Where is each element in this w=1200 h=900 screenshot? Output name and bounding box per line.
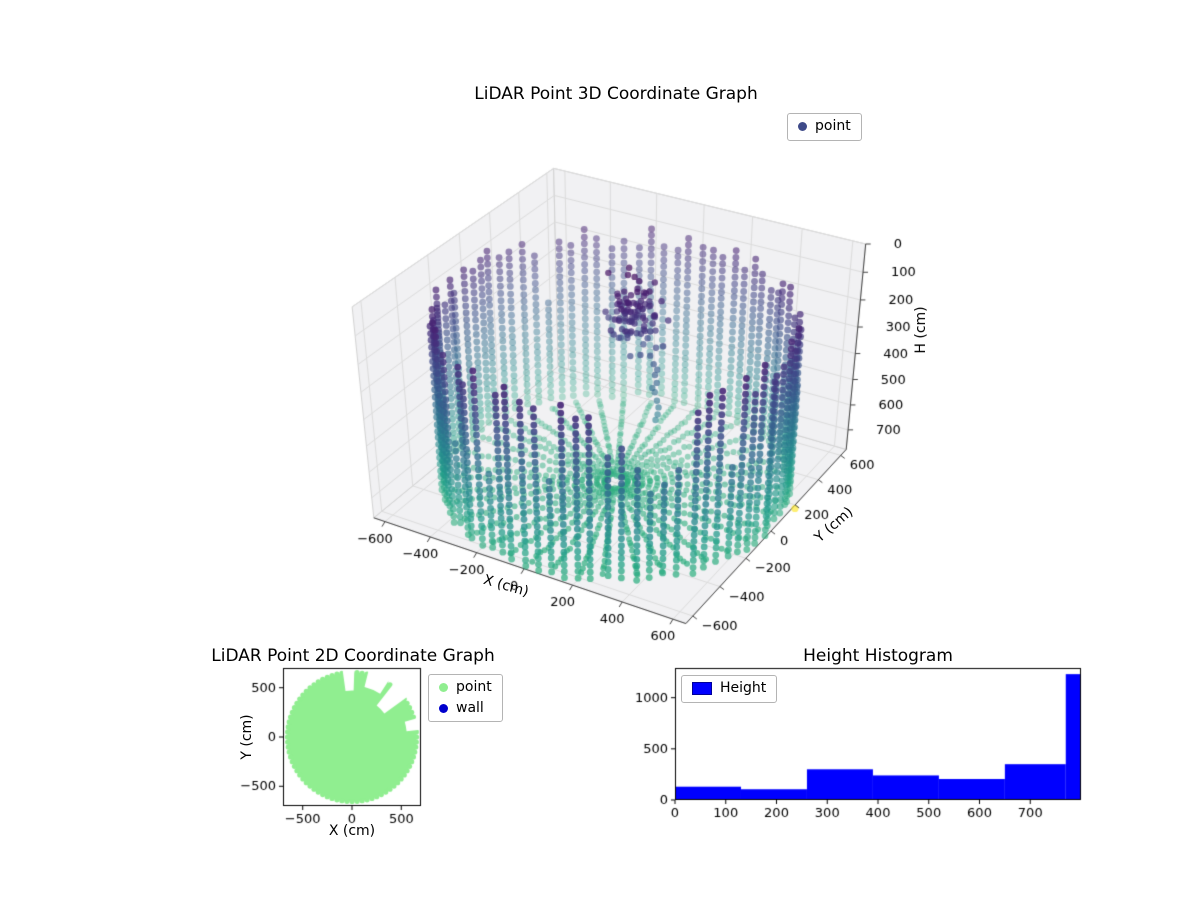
title-2d: LiDAR Point 2D Coordinate Graph: [211, 646, 495, 666]
legend-2d-point-label: point: [456, 679, 492, 695]
wall-marker-icon: [439, 703, 448, 713]
legend-3d: point: [787, 113, 862, 141]
h-axis-label-3d: H (cm): [913, 306, 929, 354]
legend-histogram-label: Height: [720, 680, 767, 696]
legend-2d-wall-row: wall: [439, 700, 484, 718]
x-axis-label-2d: X (cm): [328, 823, 376, 839]
legend-2d-wall-label: wall: [456, 699, 484, 716]
legend-2d: point wall: [428, 674, 503, 722]
legend-2d-point-row: point: [439, 679, 492, 697]
point-marker-icon: [798, 122, 807, 132]
legend-3d-point-label: point: [815, 118, 851, 134]
title-3d: LiDAR Point 3D Coordinate Graph: [474, 84, 758, 104]
point-marker-icon: [439, 683, 448, 693]
title-histogram: Height Histogram: [803, 646, 953, 666]
y-axis-label-2d: Y (cm): [239, 714, 255, 760]
height-swatch-icon: [692, 682, 712, 696]
legend-histogram: Height: [681, 675, 778, 703]
